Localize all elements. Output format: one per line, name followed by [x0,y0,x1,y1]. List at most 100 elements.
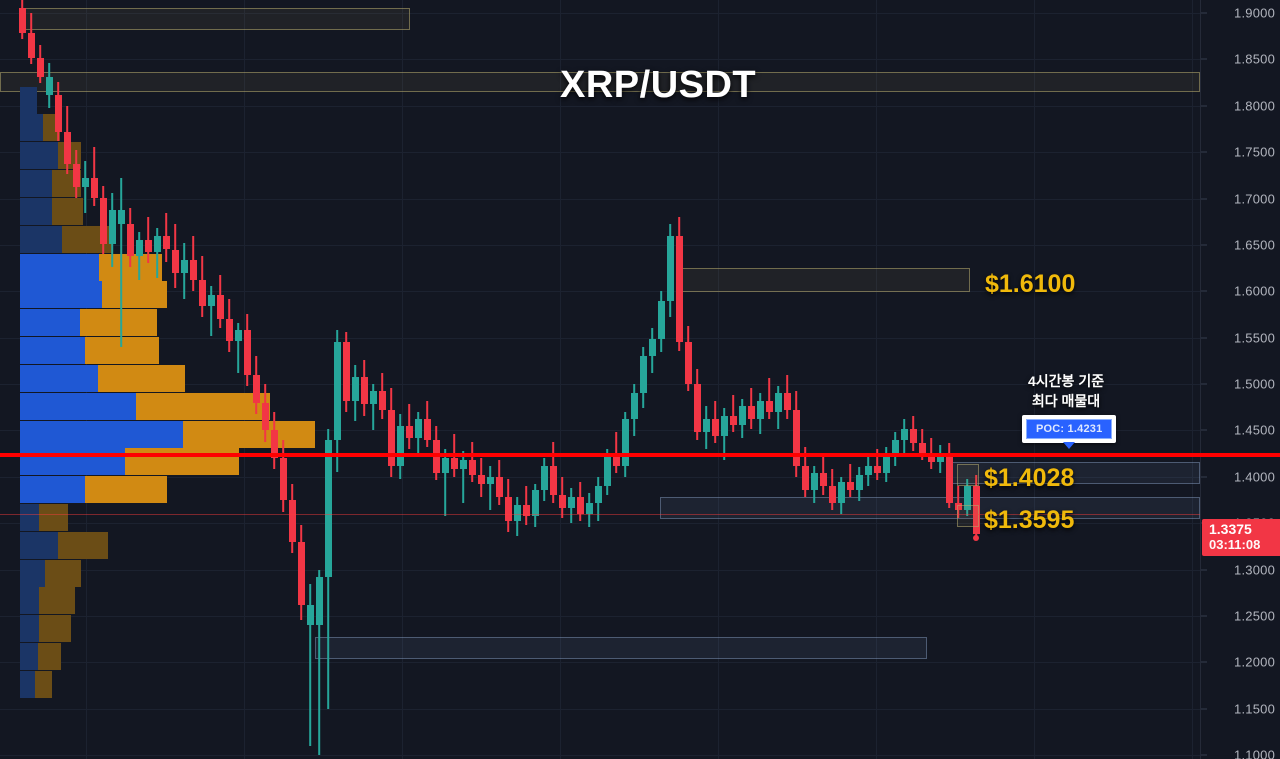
candlestick [972,474,980,540]
volume-profile-buy-segment [20,253,99,281]
price-axis-tick-mark [1201,337,1207,339]
price-axis-tick-mark [1201,244,1207,246]
candle-body [315,576,323,626]
candlestick [666,224,674,318]
poc-price-line[interactable] [0,453,1280,458]
candlestick [729,395,737,433]
volume-profile-buy-segment [20,281,103,309]
candlestick [423,400,431,448]
candle-body [171,249,179,273]
candle-body [729,415,737,425]
volume-profile-row [20,643,62,671]
candle-body [306,604,314,626]
price-axis-tick-mark [1201,661,1207,663]
gridline-horizontal [0,198,1200,200]
volume-profile-sell-segment [38,503,69,531]
volume-profile-buy-segment [20,587,39,615]
candle-body [243,330,251,375]
candlestick [342,332,350,412]
price-axis-tick: 1.1500 [1234,701,1275,717]
gridline-vertical [876,0,877,759]
candlestick [72,150,80,199]
candlestick [387,387,395,477]
poc-badge-label: POC: 1.4231 [1026,419,1113,440]
price-axis-tick: 1.6500 [1234,237,1275,253]
price-axis-tick: 1.1000 [1234,747,1275,759]
current-price-badge[interactable]: 1.3375 03:11:08 [1202,518,1280,556]
volume-profile-buy-segment [20,503,39,531]
candle-body [441,458,449,474]
candlestick [315,569,323,755]
candle-body [288,499,296,542]
candle-body [144,240,152,253]
candle-body [837,482,845,503]
price-axis-tick: 1.8000 [1234,98,1275,114]
candlestick [90,146,98,206]
candlestick [702,406,710,449]
chart-plot-area[interactable] [0,0,1200,759]
volume-profile-row [20,337,160,365]
candle-body [18,8,26,34]
volume-profile-row [20,559,82,587]
gridline-vertical [1034,0,1035,759]
price-axis-tick-mark [1201,615,1207,617]
candlestick [594,476,602,522]
gridline-horizontal [0,59,1200,61]
gridline-vertical [244,0,245,759]
price-axis-tick-mark [1201,569,1207,570]
candle-body [864,465,872,475]
gridline-horizontal [0,662,1200,664]
candle-body [396,425,404,466]
candle-body [342,342,350,401]
resistance-zone-top[interactable] [22,8,410,30]
gridline-horizontal [0,569,1200,571]
support-zone-1p20[interactable] [315,637,927,659]
candle-body [747,406,755,420]
candle-body [774,393,782,412]
poc-badge[interactable]: POC: 1.4231 [1022,415,1117,450]
candlestick [198,256,206,318]
candle-body [621,419,629,466]
candle-body [576,497,584,514]
resistance-zone-1p61[interactable] [681,268,970,292]
candlestick [144,217,152,264]
resistance-zone-upper[interactable] [0,72,1200,92]
volume-profile-sell-segment [102,281,168,309]
gridline-horizontal [0,476,1200,478]
candlestick [306,584,314,746]
candlestick [441,448,449,516]
price-axis[interactable]: 1.9000 1.8500 1.8000 1.7500 1.7000 1.6500 1.60… [1200,0,1280,759]
price-axis-tick: 1.4500 [1234,422,1275,438]
volume-profile-row [20,587,75,615]
candle-body [27,33,35,58]
candlestick [414,411,422,455]
candle-body [189,259,197,281]
volume-profile-row [20,670,52,698]
candle-body [504,497,512,522]
candle-body [855,474,863,490]
candlestick [108,192,116,268]
volume-profile-row [20,86,37,114]
gridline-horizontal [0,384,1200,385]
volume-profile-row [20,309,157,337]
candle-body [900,428,908,440]
volume-profile-row [20,476,168,504]
candle-body [648,339,656,357]
candle-body [639,356,647,394]
candlestick [468,441,476,483]
candlestick [126,207,134,268]
volume-profile-row [20,197,84,225]
candle-body [405,425,413,438]
candle-body [153,235,161,253]
volume-profile-sell-segment [38,615,71,643]
candle-body [873,465,881,474]
candle-body [261,402,269,431]
volume-profile-buy-segment [20,364,98,392]
candle-body [216,294,224,320]
candle-body [720,415,728,436]
support-zone-1p4028[interactable] [660,497,1200,519]
candle-body [963,486,971,511]
candle-body [603,454,611,487]
candle-body [486,476,494,485]
gridline-vertical [1192,0,1193,759]
